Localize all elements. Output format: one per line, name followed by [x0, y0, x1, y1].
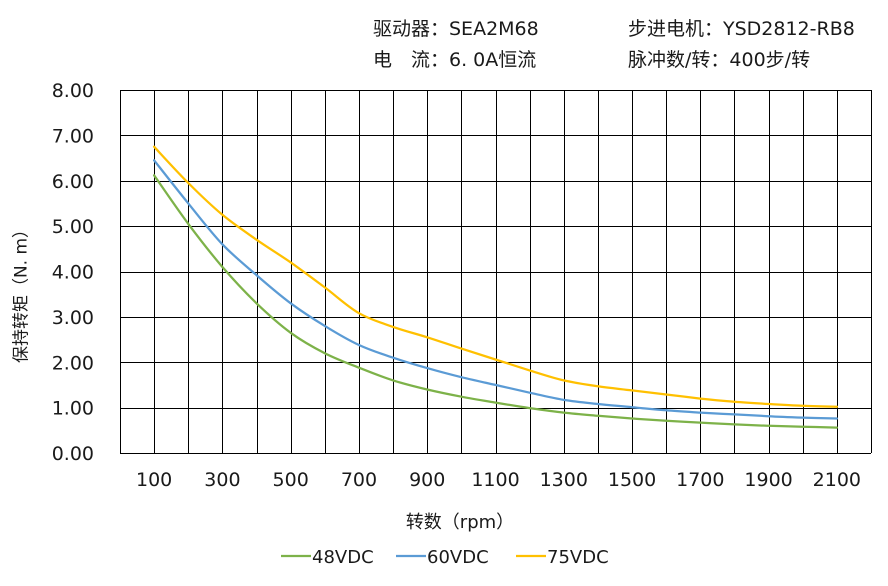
x-tick-label: 500	[273, 469, 309, 491]
x-tick-label: 900	[409, 469, 445, 491]
y-tick-label: 1.00	[52, 398, 94, 420]
y-axis-label: 保持转矩（N. m）	[11, 220, 32, 364]
x-tick-label: 300	[204, 469, 240, 491]
motor-info: 步进电机：YSD2812-RB8	[628, 18, 855, 40]
y-tick-label: 2.00	[52, 352, 94, 374]
x-tick-label: 100	[136, 469, 172, 491]
x-tick-label: 1900	[744, 469, 792, 491]
x-axis-label: 转数（rpm）	[405, 512, 515, 533]
pulses-info: 脉冲数/转：400步/转	[628, 49, 811, 71]
y-tick-label: 5.00	[52, 216, 94, 238]
y-tick-label: 0.00	[52, 443, 94, 465]
y-tick-label: 6.00	[52, 171, 94, 193]
legend-label-60vdc: 60VDC	[427, 547, 489, 568]
y-tick-label: 3.00	[52, 307, 94, 329]
legend-label-48vdc: 48VDC	[312, 547, 374, 568]
y-tick-labels: 0.00 1.00 2.00 3.00 4.00 5.00 6.00 7.00 8.00	[52, 80, 94, 465]
series-line-60vdc	[152, 159, 839, 420]
y-tick-label: 8.00	[52, 80, 94, 102]
current-info: 电 流：6. 0A恒流	[373, 49, 537, 71]
x-tick-label: 1100	[471, 469, 519, 491]
series-line-75vdc	[152, 145, 839, 408]
plot-grid	[120, 90, 872, 454]
x-tick-labels: 100 300 500 700 900 1100 1300 1500 1700 1900 2100	[136, 469, 861, 491]
x-tick-label: 1300	[540, 469, 588, 491]
x-tick-label: 2100	[813, 469, 861, 491]
y-tick-label: 4.00	[52, 262, 94, 284]
x-tick-label: 1500	[608, 469, 656, 491]
driver-info: 驱动器：SEA2M68	[373, 18, 539, 40]
y-tick-label: 7.00	[52, 125, 94, 147]
legend: 48VDC 60VDC 75VDC	[281, 547, 609, 568]
x-tick-label: 700	[341, 469, 377, 491]
x-tick-label: 1700	[676, 469, 724, 491]
series-lines	[152, 145, 839, 429]
legend-label-75vdc: 75VDC	[547, 547, 609, 568]
series-line-48vdc	[152, 174, 839, 429]
